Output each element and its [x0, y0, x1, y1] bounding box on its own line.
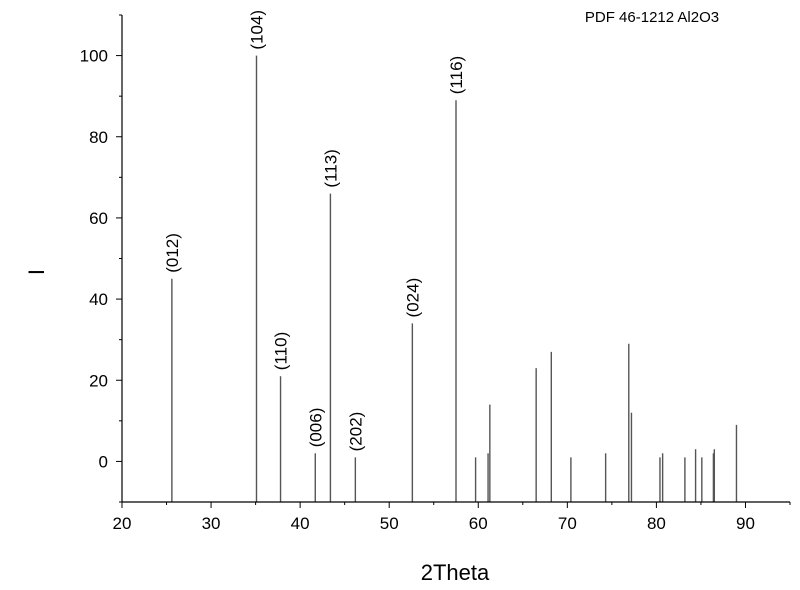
x-axis-ticks: 20 30 40 50 60 70 80 90 [113, 502, 791, 533]
x-tick-label: 70 [558, 514, 577, 533]
y-axis-label: I [24, 269, 49, 275]
x-tick-label: 60 [469, 514, 488, 533]
x-tick-label: 20 [113, 514, 132, 533]
x-axis-label: 2Theta [421, 560, 490, 585]
y-tick-label: 0 [99, 452, 108, 471]
x-tick-label: 90 [736, 514, 755, 533]
peak-label: (110) [272, 332, 291, 370]
peak-label: (012) [163, 233, 182, 273]
y-tick-label: 20 [89, 371, 108, 390]
peak-label: (116) [447, 56, 466, 94]
x-tick-label: 80 [647, 514, 666, 533]
peak-label: (104) [247, 10, 266, 50]
y-tick-label: 100 [80, 47, 108, 66]
peak-lines [171, 55, 738, 502]
peak-label: (113) [321, 149, 340, 187]
peak-labels: (012) (104) (110) (006) (113) (202) (024) (116) [163, 10, 466, 451]
y-tick-label: 60 [89, 209, 108, 228]
x-tick-label: 30 [202, 514, 221, 533]
y-tick-label: 40 [89, 290, 108, 309]
chart-title: PDF 46-1212 Al2O3 [585, 9, 719, 26]
peak-label: (024) [403, 278, 422, 318]
y-axis-ticks: 0 20 40 60 80 100 [80, 14, 122, 503]
peak-label: (006) [306, 408, 325, 448]
x-tick-label: 50 [380, 514, 399, 533]
x-tick-label: 40 [291, 514, 310, 533]
y-tick-label: 80 [89, 128, 108, 147]
peak-label: (202) [346, 412, 365, 452]
